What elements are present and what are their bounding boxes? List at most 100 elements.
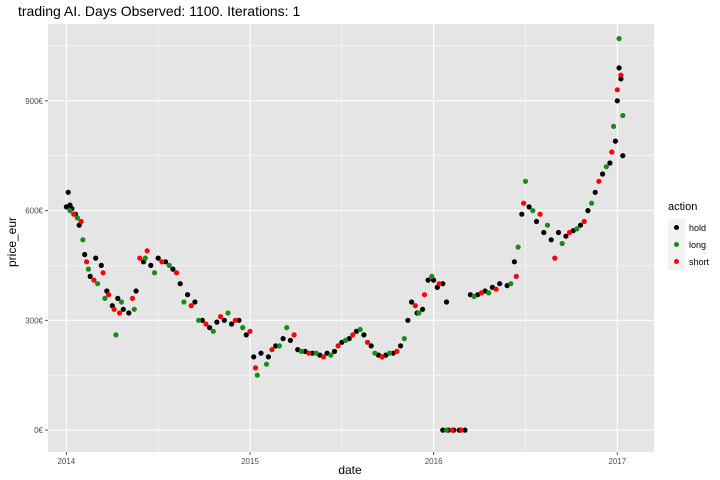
data-point-long <box>113 332 119 338</box>
data-point-short <box>100 270 106 276</box>
data-point-hold <box>548 237 554 243</box>
chart-title: trading AI. Days Observed: 1100. Iterati… <box>18 3 301 19</box>
data-point-long <box>387 350 393 356</box>
data-point-hold <box>192 299 198 305</box>
data-point-hold <box>425 277 431 283</box>
data-point-long <box>357 326 363 333</box>
data-point-long <box>80 237 86 243</box>
data-point-short <box>71 211 77 217</box>
data-point-long <box>225 310 231 316</box>
plot-panel <box>48 24 654 452</box>
data-point-hold <box>287 337 293 343</box>
data-point-short <box>232 317 238 323</box>
data-point-hold <box>331 348 338 354</box>
data-point-hold <box>462 427 468 433</box>
legend-label: hold <box>689 222 707 233</box>
x-axis-label: date <box>338 463 362 477</box>
data-point-long <box>522 178 529 184</box>
data-point-hold <box>614 98 620 104</box>
data-point-short <box>364 339 371 345</box>
legend-item-long: long <box>668 236 709 253</box>
data-point-long <box>142 255 148 261</box>
data-point-short <box>412 303 418 309</box>
data-point-hold <box>93 255 99 261</box>
data-point-short <box>552 255 558 261</box>
data-point-hold <box>87 273 93 279</box>
data-point-hold <box>409 299 415 305</box>
data-point-long <box>429 273 435 279</box>
data-point-long <box>240 325 246 331</box>
data-point-long <box>508 281 514 287</box>
legend-key <box>668 236 685 253</box>
x-tick-label: 2016 <box>425 457 443 466</box>
legend-dot-long <box>674 242 679 247</box>
data-point-hold <box>155 255 161 261</box>
data-point-hold <box>148 262 154 268</box>
data-point-hold <box>229 321 235 327</box>
data-point-hold <box>361 332 367 338</box>
data-point-hold <box>443 299 450 305</box>
y-tick-label: 300€ <box>25 316 43 325</box>
data-point-hold <box>612 138 619 144</box>
data-point-hold <box>258 350 264 356</box>
data-point-long <box>166 262 172 268</box>
data-point-short <box>247 328 253 334</box>
data-point-long <box>276 343 282 349</box>
data-point-short <box>306 350 312 356</box>
data-point-long <box>342 337 349 343</box>
data-point-long <box>118 299 125 305</box>
data-point-hold <box>398 343 404 349</box>
data-point-short <box>218 314 224 320</box>
data-point-short <box>117 310 123 316</box>
y-tick-label: 600€ <box>25 207 43 216</box>
data-point-long <box>254 372 260 378</box>
y-tick-label: 0€ <box>34 426 43 435</box>
data-point-short <box>609 149 615 155</box>
data-point-long <box>471 293 477 300</box>
data-point-hold <box>177 281 183 287</box>
data-point-short <box>320 354 327 360</box>
data-point-hold <box>533 218 540 225</box>
data-point-long <box>603 164 609 170</box>
legend-dot-hold <box>674 225 679 230</box>
data-point-hold <box>497 281 503 287</box>
data-point-long <box>151 270 158 276</box>
data-point-hold <box>251 354 257 360</box>
data-point-hold <box>185 292 191 298</box>
data-point-short <box>111 306 117 312</box>
data-point-long <box>401 336 407 342</box>
data-point-long <box>443 427 450 433</box>
data-point-hold <box>440 427 446 433</box>
data-point-short <box>144 248 150 254</box>
data-point-hold <box>265 354 271 360</box>
data-point-long <box>263 361 270 367</box>
data-point-short <box>173 270 180 276</box>
x-tick-label: 2014 <box>57 457 75 466</box>
data-point-hold <box>120 306 126 312</box>
data-point-long <box>616 36 622 42</box>
data-point-long <box>372 350 378 356</box>
data-point-short <box>449 427 455 433</box>
data-point-hold <box>592 189 598 195</box>
data-point-short <box>84 259 90 265</box>
data-point-long <box>210 328 216 334</box>
data-point-hold <box>620 153 626 159</box>
data-point-short <box>159 259 165 265</box>
data-point-long <box>95 281 101 287</box>
data-point-hold <box>98 262 104 268</box>
legend-label: long <box>689 239 707 250</box>
data-point-long <box>284 325 290 331</box>
data-point-short <box>203 321 209 327</box>
data-point-short <box>421 292 428 298</box>
data-point-hold <box>309 350 315 356</box>
data-point-long <box>131 306 137 312</box>
data-point-long <box>611 123 617 129</box>
data-point-long <box>530 208 536 214</box>
data-point-short <box>379 354 385 360</box>
data-point-hold <box>82 251 88 258</box>
legend-item-short: short <box>668 253 709 270</box>
data-point-long <box>574 226 580 232</box>
data-point-long <box>313 350 319 356</box>
data-point-hold <box>519 211 525 217</box>
